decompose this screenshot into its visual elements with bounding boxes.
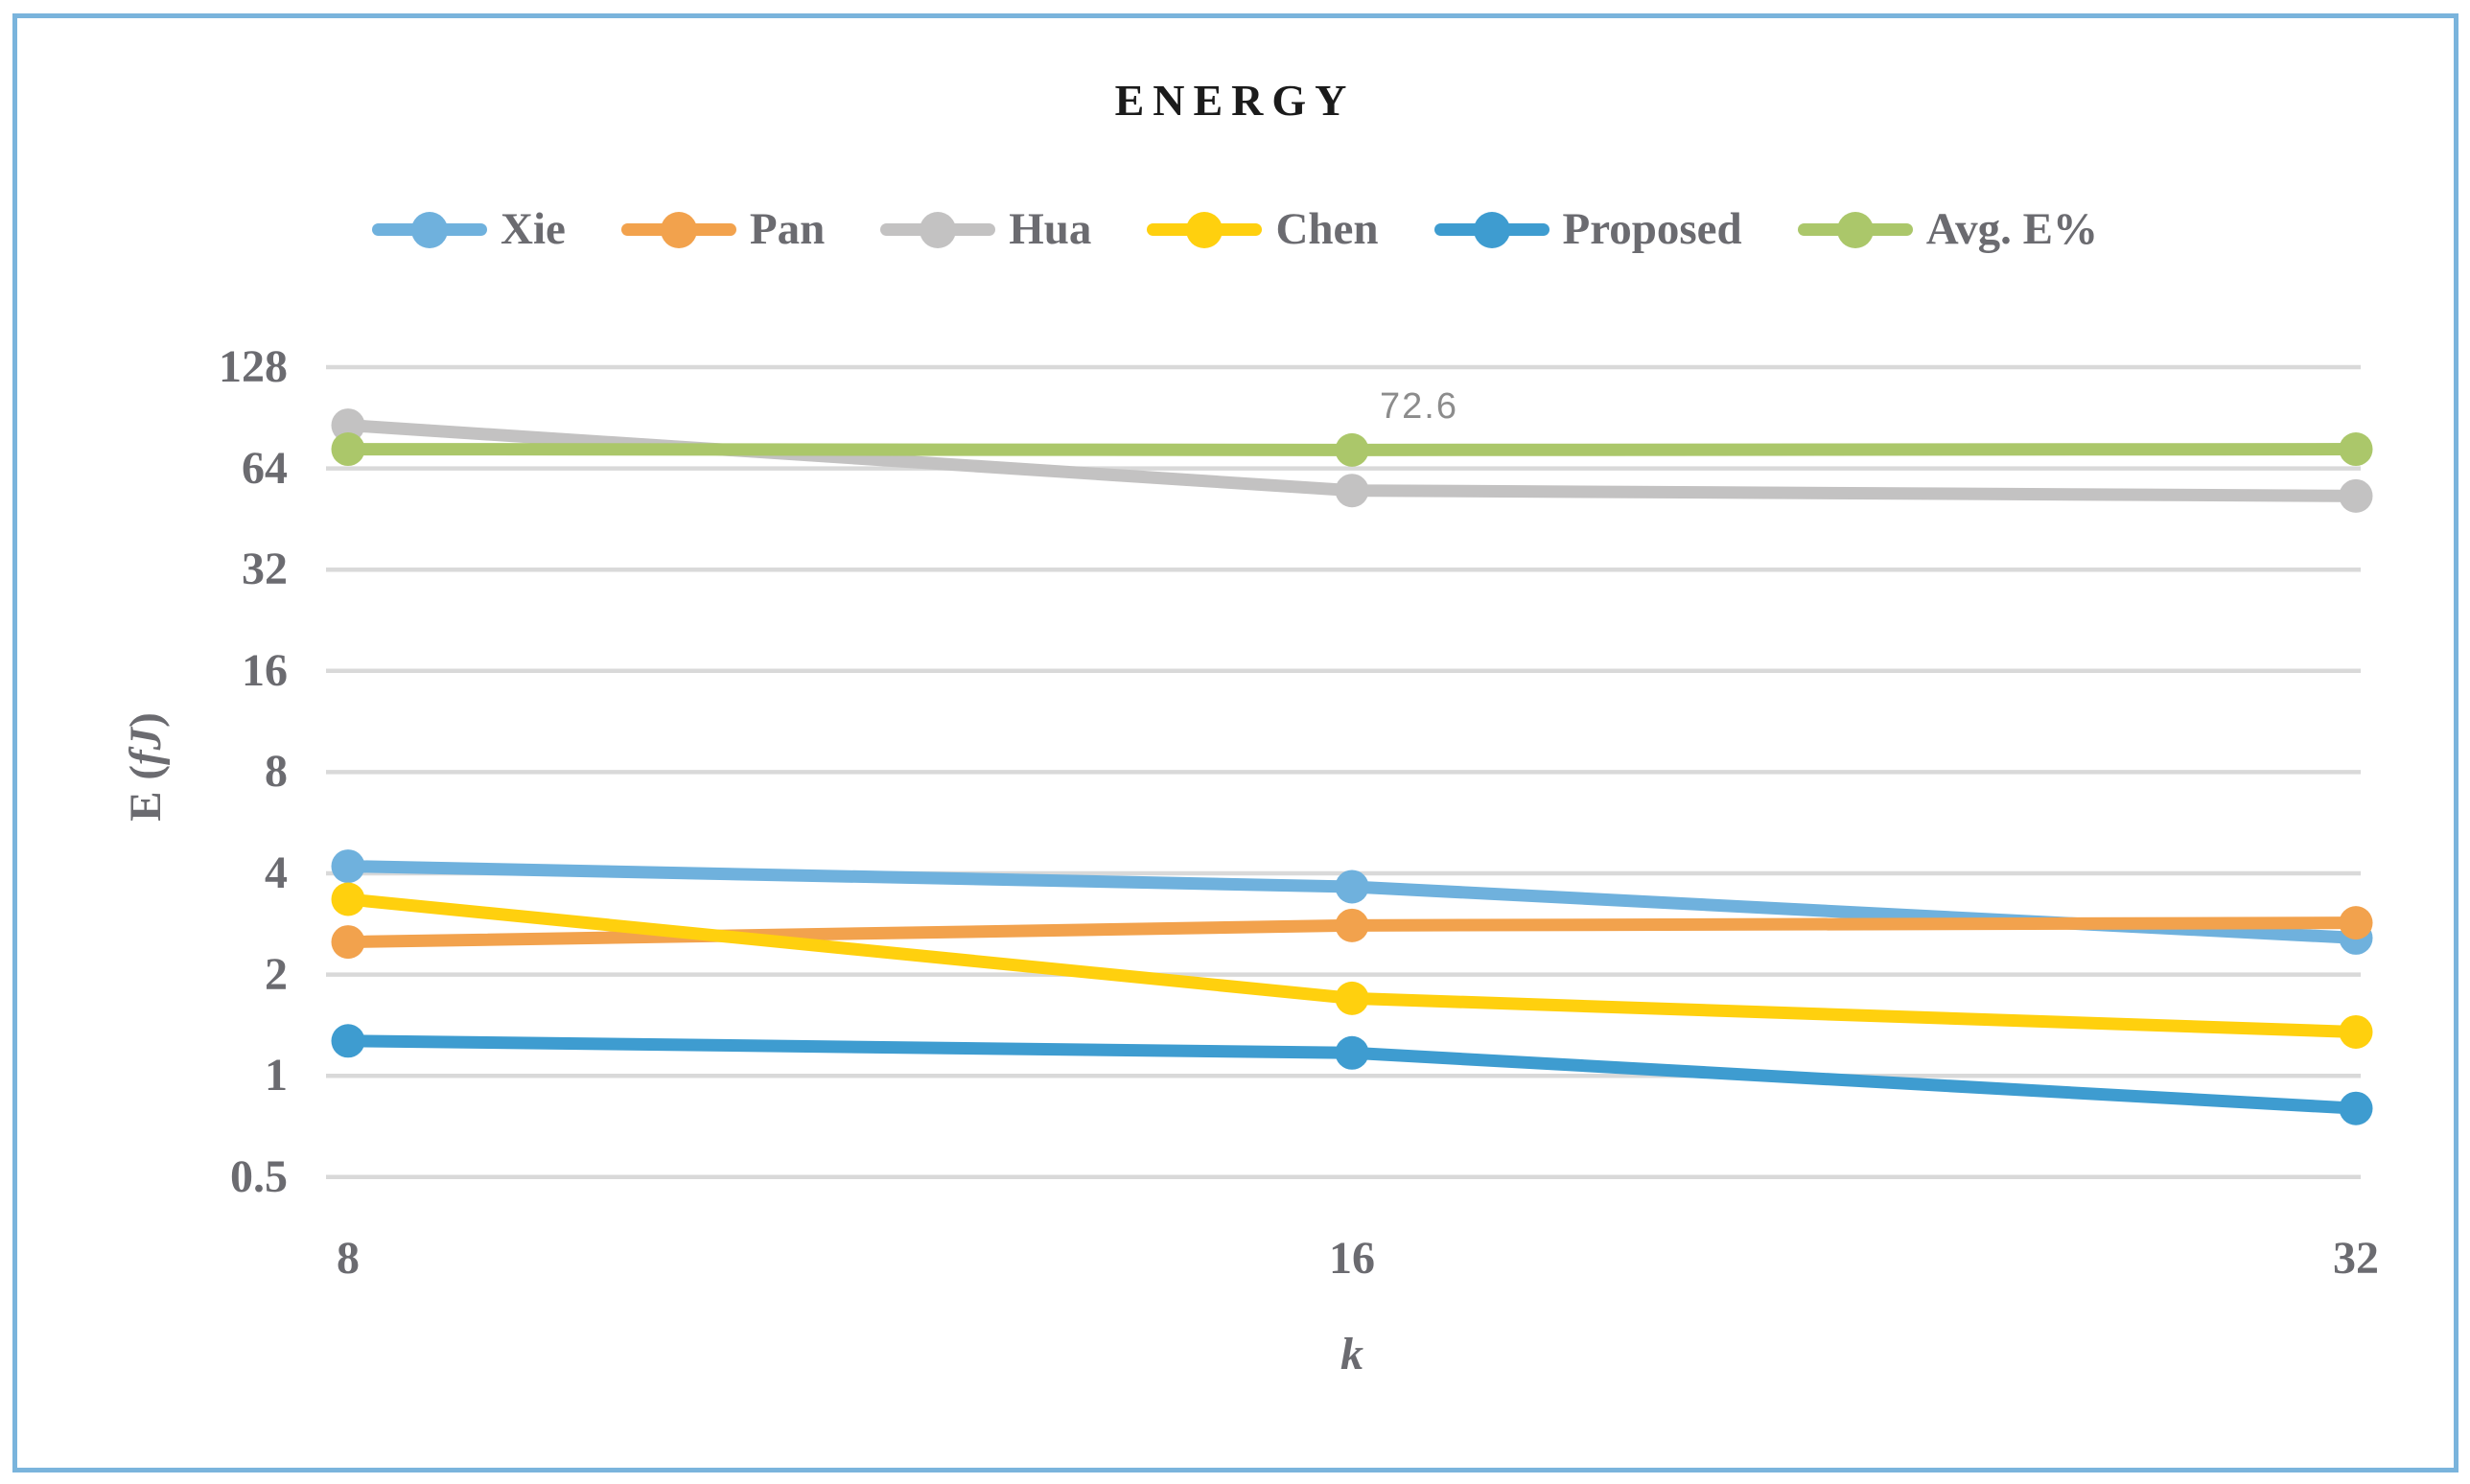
y-tick-label: 128 bbox=[219, 341, 288, 392]
legend-label: Avg. E% bbox=[1925, 204, 2098, 254]
legend-label: Hua bbox=[1009, 204, 1092, 254]
y-tick-label: 16 bbox=[242, 644, 288, 696]
legend-marker-icon bbox=[880, 211, 996, 248]
data-point bbox=[1335, 981, 1369, 1015]
legend-marker-icon bbox=[1147, 211, 1263, 248]
data-point bbox=[331, 925, 365, 960]
legend-marker-icon bbox=[1433, 211, 1550, 248]
legend-item-hua: Hua bbox=[880, 203, 1091, 255]
y-tick-label: 4 bbox=[265, 847, 288, 898]
data-point bbox=[2339, 906, 2373, 940]
data-point bbox=[331, 849, 365, 884]
y-axis-title: E (fJ) bbox=[120, 712, 172, 822]
legend-item-avg-e-: Avg. E% bbox=[1797, 203, 2098, 255]
data-point bbox=[331, 1024, 365, 1058]
y-tick-label: 64 bbox=[242, 442, 288, 494]
avg-data-label: 72.6 bbox=[1380, 386, 1458, 428]
legend-dot-icon bbox=[920, 211, 957, 248]
x-tick-label: 32 bbox=[2333, 1233, 2379, 1284]
data-point bbox=[1335, 432, 1369, 467]
y-tick-label: 32 bbox=[242, 544, 288, 595]
legend-dot-icon bbox=[660, 211, 697, 248]
data-point bbox=[331, 882, 365, 916]
legend-label: Proposed bbox=[1562, 204, 1742, 254]
data-point bbox=[1335, 1035, 1369, 1070]
y-axis-title-unit: fJ bbox=[121, 727, 171, 766]
data-point bbox=[331, 408, 365, 443]
data-point bbox=[1335, 474, 1369, 508]
y-tick-label: 0.5 bbox=[230, 1150, 288, 1202]
legend-label: Pan bbox=[749, 204, 826, 254]
legend-marker-icon bbox=[1797, 211, 1913, 248]
data-point bbox=[1335, 908, 1369, 942]
data-point bbox=[2339, 1014, 2373, 1049]
legend-item-chen: Chen bbox=[1147, 203, 1379, 255]
legend-dot-icon bbox=[1473, 211, 1510, 248]
x-tick-label: 8 bbox=[337, 1233, 360, 1284]
y-tick-label: 2 bbox=[265, 948, 288, 1000]
data-point bbox=[2339, 432, 2373, 467]
y-axis-title-close: ) bbox=[121, 712, 171, 728]
y-tick-label: 1 bbox=[265, 1050, 288, 1101]
legend-label: Xie bbox=[501, 204, 566, 254]
legend-dot-icon bbox=[1186, 211, 1223, 248]
data-point bbox=[1335, 870, 1369, 904]
y-tick-label: 8 bbox=[265, 746, 288, 798]
legend-marker-icon bbox=[372, 211, 487, 248]
x-axis-title: k bbox=[1340, 1329, 1363, 1380]
legend-label: Chen bbox=[1275, 204, 1379, 254]
legend-item-pan: Pan bbox=[620, 203, 826, 255]
data-point bbox=[331, 432, 365, 467]
data-point bbox=[2339, 1091, 2373, 1125]
x-tick-label: 16 bbox=[1329, 1233, 1375, 1284]
legend-item-proposed: Proposed bbox=[1433, 203, 1742, 255]
legend-dot-icon bbox=[411, 211, 448, 248]
legend-marker-icon bbox=[620, 211, 736, 248]
chart-title: ENERGY bbox=[1114, 76, 1356, 125]
legend-dot-icon bbox=[1836, 211, 1874, 248]
legend: Xie Pan Hua Chen Proposed Avg. E% bbox=[0, 203, 2470, 255]
legend-item-xie: Xie bbox=[372, 203, 566, 255]
data-point bbox=[2339, 478, 2373, 513]
y-axis-title-text: E ( bbox=[121, 765, 171, 822]
